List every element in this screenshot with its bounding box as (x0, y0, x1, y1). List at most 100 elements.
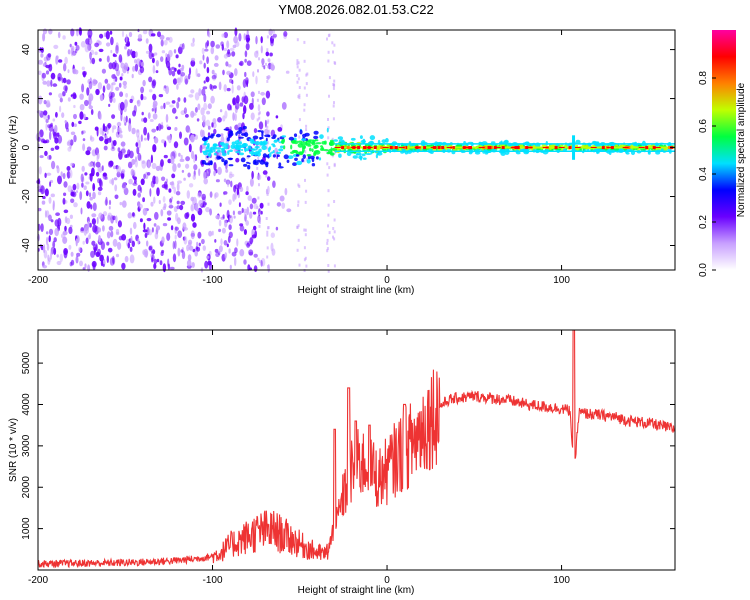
signal-cell (281, 135, 287, 138)
scatter-cell (266, 79, 269, 83)
noise-blotch (84, 172, 88, 176)
noise-blotch (46, 103, 51, 108)
signal-cell (216, 147, 222, 150)
noise-blotch (190, 230, 195, 240)
noise-blotch (163, 39, 168, 46)
scatter-cell (267, 77, 270, 80)
noise-blotch (192, 222, 197, 228)
noise-blotch (190, 59, 196, 67)
noise-blotch (142, 96, 147, 100)
noise-blotch (108, 103, 111, 107)
signal-cell (355, 153, 360, 156)
noise-blotch (51, 160, 56, 170)
signal-cell (208, 152, 212, 158)
noise-blotch (73, 104, 76, 109)
noise-blotch (205, 42, 208, 49)
noise-blotch (217, 117, 222, 123)
noise-blotch (281, 202, 286, 209)
noise-blotch (234, 247, 238, 254)
noise-blotch (105, 42, 111, 47)
noise-blotch (137, 34, 143, 40)
noise-blotch (148, 246, 153, 251)
noise-blotch (162, 196, 166, 203)
colorbar: 0.0 0.2 0.4 0.6 0.8 Normalized spectral ampl… (698, 30, 747, 277)
scatter-cell (306, 157, 309, 161)
noise-blotch (89, 172, 93, 182)
noise-blotch (140, 178, 145, 186)
noise-blotch (68, 139, 71, 145)
noise-blotch (117, 127, 122, 133)
noise-blotch (166, 232, 171, 241)
noise-blotch (54, 227, 59, 237)
noise-blotch (137, 152, 142, 161)
noise-blotch (180, 249, 184, 253)
signal-cell (385, 138, 389, 143)
noise-blotch (67, 146, 72, 152)
scatter-cell (328, 94, 330, 98)
noise-blotch (218, 219, 222, 227)
noise-blotch (42, 265, 48, 269)
noise-blotch (136, 129, 140, 133)
noise-blotch (138, 139, 141, 149)
noise-blotch (111, 114, 116, 119)
noise-blotch (155, 60, 159, 67)
noise-blotch (148, 76, 153, 83)
noise-blotch (161, 50, 166, 54)
noise-blotch (221, 33, 225, 38)
noise-blotch (236, 187, 240, 196)
noise-blotch (152, 93, 157, 101)
scatter-cell (267, 119, 270, 123)
noise-blotch (181, 169, 185, 173)
x-tick-label: 100 (553, 575, 570, 586)
noise-blotch (177, 46, 183, 55)
scatter-cell (333, 43, 336, 47)
noise-blotch (245, 42, 250, 51)
noise-blotch (79, 93, 84, 100)
noise-blotch (168, 204, 174, 209)
noise-blotch (75, 255, 79, 264)
y-tick-label: 40 (21, 44, 32, 56)
signal-cell (251, 148, 258, 151)
noise-blotch (130, 235, 133, 243)
noise-blotch (188, 183, 194, 188)
noise-blotch (260, 210, 263, 215)
noise-blotch (226, 209, 230, 219)
noise-blotch (152, 79, 157, 87)
noise-blotch (114, 184, 118, 192)
noise-blotch (73, 113, 77, 120)
noise-blotch (149, 119, 154, 122)
noise-blotch (184, 75, 189, 85)
noise-blotch (46, 80, 51, 87)
noise-blotch (124, 154, 128, 158)
noise-blotch (208, 261, 213, 271)
noise-blotch (117, 147, 121, 153)
noise-blotch (203, 80, 206, 84)
noise-blotch (196, 246, 201, 252)
signal-cell (259, 159, 265, 165)
noise-blotch (234, 257, 237, 267)
noise-blotch (115, 86, 120, 91)
noise-blotch (125, 115, 128, 123)
noise-blotch (255, 75, 258, 85)
noise-blotch (119, 91, 124, 97)
noise-blotch (76, 182, 80, 190)
signal-cell (261, 130, 264, 134)
noise-blotch (70, 198, 75, 204)
noise-blotch (131, 73, 134, 79)
colorbar-tick-label: 0.0 (698, 263, 709, 277)
noise-blotch (81, 182, 84, 188)
scatter-cell (296, 80, 299, 84)
noise-blotch (94, 51, 98, 56)
noise-blotch (68, 226, 73, 235)
noise-blotch (205, 76, 210, 83)
noise-blotch (43, 114, 48, 120)
noise-blotch (185, 79, 188, 85)
noise-blotch (249, 203, 254, 210)
noise-blotch (37, 207, 42, 212)
scatter-cell (257, 69, 259, 73)
noise-blotch (217, 166, 222, 175)
noise-blotch (228, 173, 233, 179)
noise-blotch (214, 248, 219, 253)
noise-blotch (46, 53, 51, 61)
noise-blotch (40, 223, 44, 233)
